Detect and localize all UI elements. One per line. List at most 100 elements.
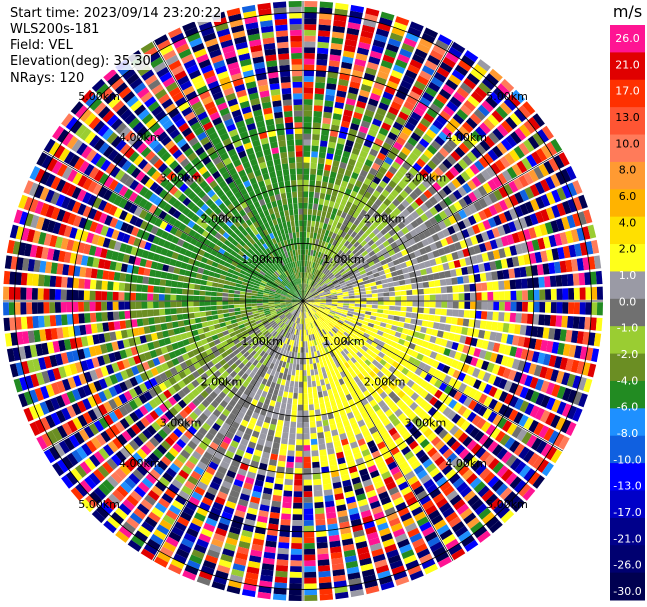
ppi-gate: [429, 335, 437, 344]
ppi-gate: [376, 330, 384, 336]
ppi-gate: [303, 335, 305, 342]
ppi-gate: [273, 588, 287, 595]
ppi-gate: [210, 291, 217, 297]
ppi-gate: [496, 270, 504, 280]
ppi-gate: [321, 181, 328, 188]
ppi-gate: [340, 67, 352, 76]
ppi-gate: [142, 276, 149, 284]
ppi-gate: [469, 113, 482, 125]
ppi-gate: [303, 249, 306, 255]
ppi-gate: [306, 358, 310, 365]
ppi-gate: [417, 307, 424, 314]
ppi-gate: [322, 235, 328, 242]
ppi-gate: [308, 303, 314, 307]
ppi-gate: [344, 361, 351, 369]
ppi-gate: [436, 230, 445, 240]
ppi-gate: [314, 501, 324, 509]
ppi-gate: [194, 317, 202, 324]
ppi-gate: [372, 374, 381, 383]
ppi-gate: [375, 239, 383, 247]
ppi-gate: [293, 485, 303, 492]
ppi-gate: [345, 560, 359, 569]
ppi-gate: [365, 290, 372, 295]
ppi-gate: [377, 22, 391, 32]
ppi-gate: [319, 337, 324, 344]
ppi-gate: [508, 221, 517, 233]
ppi-gate: [330, 337, 336, 343]
ppi-gate: [497, 173, 508, 185]
ppi-gate: [466, 265, 474, 275]
ppi-gate: [452, 189, 463, 200]
ppi-gate: [491, 479, 504, 492]
ppi-gate: [325, 211, 332, 219]
ppi-gate: [310, 280, 314, 286]
ppi-gate: [326, 263, 332, 270]
ppi-gate: [369, 123, 380, 132]
ppi-gate: [206, 315, 213, 321]
ppi-gate: [336, 310, 342, 314]
ppi-gate: [481, 360, 490, 371]
ppi-gate: [348, 158, 357, 167]
ppi-gate: [316, 380, 321, 387]
ppi-gate: [409, 401, 419, 411]
ppi-gate: [315, 524, 327, 532]
ppi-gate: [314, 297, 321, 300]
ppi-gate: [303, 479, 312, 486]
ppi-gate: [427, 342, 435, 351]
ppi-gate: [493, 376, 502, 387]
ppi-gate: [304, 278, 307, 284]
ppi-gate: [404, 522, 418, 533]
ppi-gate: [577, 376, 587, 391]
ppi-gate: [437, 34, 452, 46]
ppi-gate: [493, 388, 503, 400]
ppi-gate: [31, 288, 38, 300]
ppi-gate: [321, 284, 328, 289]
ppi-gate: [400, 190, 409, 199]
ppi-gate: [338, 78, 349, 87]
ppi-gate: [528, 471, 541, 486]
ppi-gate: [321, 355, 326, 362]
ppi-gate: [96, 269, 104, 279]
ppi-gate: [544, 276, 551, 288]
ppi-gate: [278, 360, 284, 367]
ppi-gate: [416, 548, 431, 559]
ppi-gate: [233, 301, 240, 305]
ppi-gate: [282, 501, 292, 509]
ppi-gate: [587, 363, 597, 378]
ppi-gate: [353, 166, 362, 175]
ppi-gate: [365, 7, 380, 17]
ppi-gate: [445, 538, 460, 551]
ppi-gate: [402, 74, 415, 85]
ppi-gate: [263, 446, 272, 454]
ppi-gate: [336, 290, 343, 294]
ppi-gate: [377, 441, 386, 450]
ppi-gate: [313, 490, 323, 497]
ppi-gate: [463, 206, 473, 217]
ppi-gate: [329, 311, 336, 315]
ppi-gate: [377, 70, 389, 80]
ppi-gate: [464, 336, 473, 346]
ppi-gate: [414, 325, 422, 332]
ppi-gate: [538, 314, 545, 326]
ppi-gate: [536, 264, 544, 276]
ppi-gate: [313, 262, 318, 269]
ppi-gate: [424, 531, 438, 543]
ppi-gate: [452, 301, 459, 309]
ppi-gate: [303, 381, 308, 388]
ppi-gate: [340, 326, 347, 332]
ppi-gate: [310, 328, 314, 335]
ppi-gate: [239, 294, 246, 298]
ppi-gate: [305, 284, 308, 290]
ppi-gate: [519, 324, 527, 336]
ppi-gate: [221, 511, 233, 521]
ppi-gate: [488, 458, 500, 470]
ppi-gate: [200, 316, 207, 323]
ppi-gate: [313, 203, 318, 210]
ppi-gate: [503, 246, 512, 257]
ppi-gate: [333, 154, 342, 162]
ppi-gate: [300, 306, 302, 313]
ppi-gate: [325, 500, 335, 508]
ppi-gate: [446, 286, 453, 293]
ppi-gate: [423, 27, 438, 39]
ppi-gate: [172, 321, 179, 328]
